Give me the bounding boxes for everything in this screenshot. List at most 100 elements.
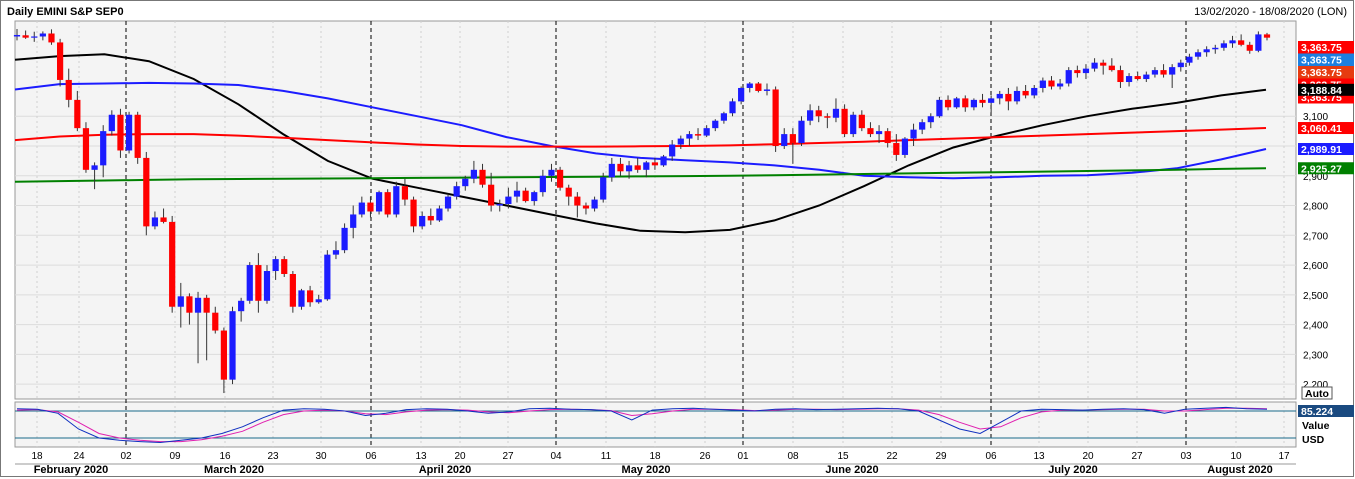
candle-body — [350, 214, 357, 228]
x-day-label: 27 — [1131, 451, 1143, 462]
candle-body — [151, 217, 159, 227]
candle-body — [419, 215, 426, 227]
candle-body — [539, 175, 546, 193]
x-day-label: 29 — [935, 451, 947, 462]
candle-body — [781, 134, 788, 147]
candle-body — [57, 42, 64, 80]
ma-label-box — [1298, 162, 1354, 175]
y-tick-label: 2,900 — [1303, 172, 1328, 183]
candle-body — [255, 265, 262, 301]
candle-body — [875, 131, 883, 135]
moving-average-line — [14, 81, 1267, 180]
candle-body — [884, 131, 891, 144]
candle-body — [479, 169, 486, 185]
candle-body — [505, 196, 512, 205]
candle-body — [48, 33, 55, 43]
candle-body — [772, 89, 779, 147]
candle-body — [1177, 62, 1184, 68]
candle-body — [1194, 52, 1202, 57]
candle-body — [238, 300, 245, 312]
price-label: 3,363.75 — [1301, 67, 1342, 79]
candle-body — [22, 35, 29, 38]
y-tick-label: 2,400 — [1303, 321, 1328, 332]
candle-body — [100, 131, 107, 166]
candle-body — [513, 190, 521, 197]
candle-body — [712, 120, 719, 129]
x-day-label: 06 — [365, 451, 377, 462]
price-label-box — [1298, 53, 1354, 66]
candle-body — [272, 259, 279, 272]
candle-body — [298, 290, 305, 307]
y-tick-label: 2,500 — [1303, 291, 1328, 302]
candle-body — [444, 196, 452, 209]
osc-legend-usd: USD — [1302, 434, 1325, 446]
candle-body — [367, 202, 374, 212]
x-day-label: 13 — [1033, 451, 1045, 462]
candle-body — [134, 114, 141, 158]
x-day-label: 08 — [787, 451, 799, 462]
candle-body — [410, 199, 417, 227]
ma-value-label: 2,989.91 — [1301, 144, 1342, 156]
candle-body — [1031, 87, 1038, 96]
candle-body — [557, 169, 564, 188]
x-day-label: 18 — [31, 451, 43, 462]
candle-body — [324, 254, 331, 300]
candle-body — [315, 299, 322, 303]
price-label: 3,363.75 — [1301, 55, 1342, 67]
candle-body — [31, 36, 38, 38]
candle-body — [893, 143, 900, 155]
candle-body — [910, 129, 917, 139]
auto-scale-button — [1301, 386, 1333, 400]
candle-body — [1082, 68, 1090, 74]
candle-body — [582, 205, 590, 209]
candle-body — [496, 204, 503, 206]
candle-body — [686, 134, 693, 139]
candle-body — [39, 33, 46, 37]
x-day-label: 26 — [699, 451, 711, 462]
x-day-label: 06 — [985, 451, 997, 462]
candle-body — [143, 157, 150, 227]
candle-body — [1125, 76, 1133, 83]
x-day-label: 09 — [169, 451, 181, 462]
month-label: April 2020 — [419, 464, 472, 476]
candle-body — [1091, 62, 1098, 69]
x-day-label: 02 — [120, 451, 132, 462]
candle-body — [919, 122, 926, 130]
ma-label-box — [1298, 122, 1354, 135]
x-day-label: 03 — [1180, 451, 1192, 462]
candle-body — [1151, 70, 1159, 75]
osc-legend-value: Value — [1302, 420, 1330, 432]
candle-body — [565, 187, 572, 197]
candle-body — [65, 79, 72, 100]
candle-body — [177, 296, 184, 307]
price-label-box — [1298, 66, 1354, 79]
candle-body — [427, 215, 434, 221]
candle-body — [1134, 76, 1141, 80]
candle-body — [1022, 90, 1029, 96]
moving-average-line — [14, 53, 1267, 234]
auto-label: Auto — [1305, 388, 1329, 400]
candle-body — [600, 177, 607, 200]
candle-body — [1100, 62, 1107, 66]
candle-body — [1263, 34, 1271, 38]
candle-body — [13, 34, 21, 37]
candle-body — [548, 169, 555, 176]
candle-body — [289, 273, 296, 307]
candle-body — [1005, 93, 1012, 102]
candle-body — [212, 312, 219, 331]
candle-body — [1169, 67, 1176, 75]
candle-body — [1160, 70, 1167, 75]
candle-body — [755, 83, 762, 91]
candle-body — [462, 178, 469, 187]
x-day-label: 20 — [1082, 451, 1094, 462]
x-day-label: 18 — [649, 451, 661, 462]
y-tick-label: 3,100 — [1303, 112, 1328, 123]
x-day-label: 24 — [73, 451, 85, 462]
candle-body — [220, 330, 227, 380]
candle-body — [677, 138, 684, 145]
y-tick-label: 2,200 — [1303, 380, 1328, 391]
month-label: August 2020 — [1207, 464, 1272, 476]
ma-value-label: 2,925.27 — [1301, 163, 1342, 175]
